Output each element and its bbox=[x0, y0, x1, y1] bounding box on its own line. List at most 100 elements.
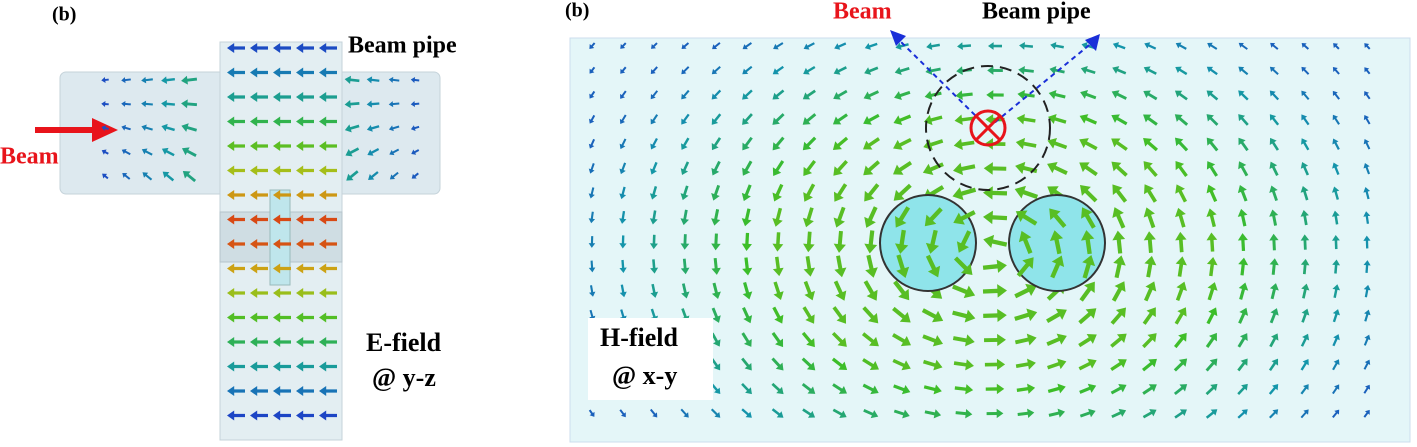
field-arrow bbox=[772, 65, 784, 75]
arrow-part bbox=[621, 210, 626, 220]
arrow-part bbox=[250, 116, 258, 127]
arrow-part bbox=[1302, 333, 1310, 341]
arrow-part bbox=[1302, 165, 1310, 176]
field-arrow bbox=[227, 287, 245, 299]
field-arrow bbox=[619, 284, 627, 298]
arrow-part bbox=[1115, 212, 1126, 229]
arrow-part bbox=[1179, 409, 1187, 417]
arrow-part bbox=[683, 42, 690, 48]
field-arrow bbox=[1112, 230, 1126, 254]
arrow-part bbox=[1365, 93, 1371, 100]
field-arrow bbox=[925, 254, 941, 278]
arrow-part bbox=[902, 409, 910, 419]
arrow-part bbox=[101, 149, 107, 155]
arrow-part bbox=[620, 93, 625, 99]
field-arrow bbox=[680, 185, 689, 201]
arrow-part bbox=[1049, 208, 1061, 221]
arrow-part bbox=[983, 234, 995, 249]
arrow-part bbox=[1085, 68, 1096, 75]
arrow-part bbox=[1054, 237, 1062, 255]
arrow-part bbox=[863, 115, 872, 125]
field-arrow bbox=[711, 137, 722, 151]
arrow-part bbox=[1142, 410, 1154, 419]
arrow-part bbox=[895, 42, 902, 51]
field-arrow bbox=[742, 160, 753, 176]
arrow-part bbox=[713, 42, 721, 48]
arrow-part bbox=[1272, 238, 1276, 251]
arrow-part bbox=[683, 412, 689, 418]
field-arrow bbox=[121, 124, 131, 131]
field-arrow bbox=[863, 280, 878, 301]
arrow-part bbox=[370, 102, 380, 106]
field-arrow bbox=[741, 184, 752, 202]
arrow-part bbox=[1238, 257, 1249, 266]
arrow-part bbox=[411, 173, 417, 179]
field-arrow bbox=[1016, 257, 1034, 278]
arrow-part bbox=[743, 282, 750, 295]
arrow-part bbox=[1365, 117, 1371, 125]
arrow-part bbox=[141, 100, 147, 108]
arrow-part bbox=[621, 90, 627, 97]
field-arrow bbox=[982, 259, 1007, 273]
field-arrow bbox=[1269, 90, 1280, 101]
arrow-part bbox=[801, 331, 813, 344]
arrow-part bbox=[349, 147, 360, 155]
field-arrow bbox=[620, 42, 627, 49]
arrow-part bbox=[864, 243, 878, 254]
arrow-part bbox=[982, 263, 1000, 270]
arrow-part bbox=[680, 193, 689, 201]
arrow-part bbox=[953, 162, 964, 176]
arrow-part bbox=[1332, 234, 1340, 241]
arrow-part bbox=[1333, 334, 1340, 341]
field-arrow bbox=[681, 42, 690, 50]
arrow-part bbox=[620, 284, 625, 294]
arrow-part bbox=[1175, 256, 1187, 266]
field-arrow bbox=[227, 361, 245, 372]
arrow-part bbox=[866, 160, 880, 173]
arrow-part bbox=[620, 68, 626, 74]
arrow-part bbox=[1144, 42, 1151, 49]
field-arrow bbox=[227, 91, 245, 103]
arrow-part bbox=[1084, 116, 1098, 125]
field-arrow bbox=[680, 161, 690, 176]
arrow-part bbox=[1048, 89, 1057, 100]
field-arrow bbox=[1173, 358, 1188, 372]
arrow-part bbox=[589, 93, 595, 99]
arrow-part bbox=[1084, 212, 1096, 229]
arrow-part bbox=[805, 183, 816, 197]
arrow-part bbox=[742, 167, 751, 176]
arrow-part bbox=[227, 91, 235, 103]
field-arrow bbox=[983, 234, 1008, 249]
arrow-part bbox=[927, 265, 941, 278]
arrow-part bbox=[651, 161, 658, 172]
arrow-part bbox=[804, 290, 815, 301]
field-arrow bbox=[893, 409, 910, 419]
field-arrow bbox=[366, 76, 380, 84]
field-arrow bbox=[273, 214, 291, 225]
arrow-layer bbox=[894, 206, 1096, 279]
field-arrow bbox=[802, 136, 817, 151]
arrow-part bbox=[392, 102, 400, 106]
arrow-part bbox=[652, 259, 656, 270]
arrow-part bbox=[682, 258, 687, 270]
arrow-part bbox=[296, 238, 304, 250]
arrow-part bbox=[1365, 141, 1371, 150]
arrow-part bbox=[1142, 361, 1154, 372]
field-arrow bbox=[1206, 232, 1218, 252]
arrow-part bbox=[1146, 213, 1156, 229]
field-arrow bbox=[1111, 161, 1128, 177]
arrow-part bbox=[1177, 307, 1187, 317]
field-arrow bbox=[1016, 383, 1036, 394]
arrow-part bbox=[368, 174, 375, 181]
field-arrow bbox=[926, 42, 940, 51]
field-arrow bbox=[984, 333, 1006, 347]
arrow-part bbox=[652, 210, 657, 221]
field-arrow bbox=[1174, 307, 1187, 325]
arrow-part bbox=[741, 408, 750, 416]
arrow-part bbox=[619, 409, 625, 416]
arrow-part bbox=[893, 280, 907, 296]
arrow-part bbox=[1206, 137, 1215, 146]
arrow-part bbox=[802, 117, 811, 125]
field-arrow bbox=[772, 306, 784, 324]
field-arrow bbox=[925, 229, 940, 254]
